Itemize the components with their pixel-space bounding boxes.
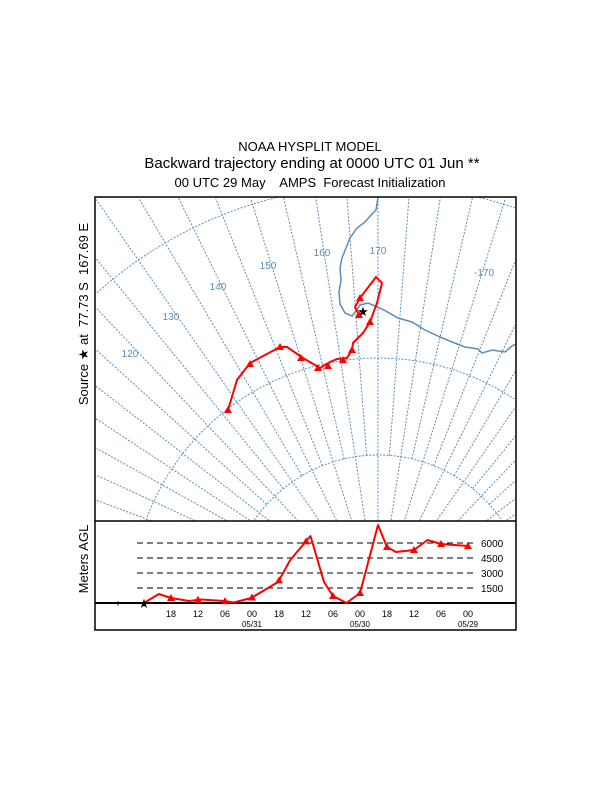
meridian-line [418,324,516,521]
trajectory-marker [348,346,356,353]
coastline [338,196,517,354]
model-title: NOAA HYSPLIT MODEL [238,139,382,154]
time-tick-label: 06 [220,609,230,619]
initialization-subtitle: 00 UTC 29 May AMPS Forecast Initializati… [174,175,446,190]
time-tick-label: 18 [274,609,284,619]
meridian-line [346,198,368,456]
height-marker [410,546,418,553]
meridian-line [95,418,250,521]
height-tick-label: 6000 [481,539,504,550]
latitude-circle [145,357,515,521]
meridian-line [488,479,517,505]
height-marker [302,537,310,545]
meridian-line [457,459,517,522]
time-tick-label: 00 [463,609,473,619]
meridian-line [95,307,299,522]
height-marker [437,540,445,547]
source-star-icon: ★ [138,596,150,611]
date-label: 05/29 [458,620,479,629]
trajectory-marker [339,356,347,363]
time-tick-label: 06 [436,609,446,619]
meridian-line [96,499,152,522]
latitude-circle [96,197,515,294]
latitude-circle [253,454,503,521]
trajectory-marker [324,362,332,369]
height-marker [383,543,391,550]
height-tick-label: 3000 [481,569,504,580]
meridian-line [138,197,303,476]
time-tick-label: 06 [328,609,338,619]
height-tick-label: 4500 [481,554,504,565]
height-marker [167,594,175,601]
meridian-line [506,514,516,521]
height-trajectory-line [143,524,469,604]
height-marker [275,576,283,584]
meridian-line [96,447,227,521]
time-tick-label: 12 [409,609,419,619]
time-tick-label: 18 [382,609,392,619]
trajectory-marker [366,318,374,325]
trajectory-marker [276,343,284,350]
trajectory-marker [355,311,363,318]
meridian-label: 160 [314,248,331,259]
meridian-line [404,198,506,520]
height-marker [464,542,472,549]
meridian-label: 130 [163,312,180,323]
plus-marker-icon: + [115,599,121,610]
meridian-line [411,197,473,459]
meridian-line [283,197,345,459]
meridian-line [436,407,516,520]
meridian-line [390,197,441,521]
date-label: 05/30 [350,620,371,629]
time-tick-label: 00 [355,609,365,619]
time-tick-label: 12 [301,609,311,619]
meridian-label: -170 [474,268,494,279]
source-star-icon: ★ [357,304,369,319]
height-marker [221,597,229,605]
meridian-label: 140 [210,282,227,293]
map-panel: 120 130 140 150 160 170 -170 ★ [94,196,517,522]
meridian-label: 120 [122,349,139,360]
trajectory-marker [246,360,254,367]
trajectory-title: Backward trajectory ending at 0000 UTC 0… [144,155,480,172]
meridian-line [433,259,517,466]
trajectory-marker [314,364,322,371]
meridian-line [472,435,516,490]
meridian-line [215,198,323,466]
trajectory-marker [356,294,364,301]
time-tick-label: 12 [193,609,203,619]
meridian-line [388,198,410,456]
trajectory-marker [297,354,305,361]
height-marker [248,593,256,601]
height-panel: 1500 3000 4500 6000 18 12 06 00 18 12 06 00 18 12 06 00… [95,524,516,629]
meridian-label: 150 [260,261,277,272]
height-marker [194,595,202,603]
time-tick-label: 00 [247,609,257,619]
height-marker [329,592,337,599]
height-tick-label: 1500 [481,584,504,595]
height-marker [356,589,364,596]
meridian-line [486,498,516,521]
date-label: 05/31 [242,620,263,629]
plot-frame [94,196,517,631]
meridian-line [453,370,517,476]
trajectory-marker [224,406,232,413]
meridian-line [96,474,195,521]
meridian-line [94,385,270,521]
meridian-line [94,257,284,490]
meridian-label: 170 [370,246,387,257]
time-tick-label: 18 [166,609,176,619]
